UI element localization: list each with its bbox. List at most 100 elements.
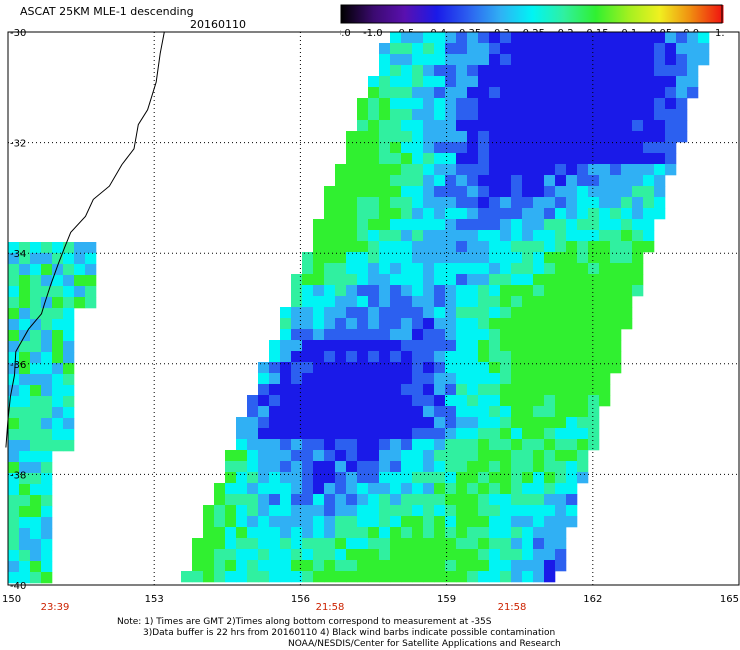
swath-cell [676, 131, 688, 143]
swath-cell [225, 549, 237, 561]
swath-cell [555, 186, 567, 198]
swath-cell [445, 362, 457, 374]
swath-cell [533, 395, 545, 407]
swath-cell [522, 461, 534, 473]
swath-cell [434, 483, 446, 495]
swath-cell [467, 131, 479, 143]
swath-cell [335, 428, 347, 440]
swath-cell [500, 98, 512, 110]
swath-cell [566, 153, 578, 165]
swath-cell [423, 98, 435, 110]
swath-cell [390, 252, 402, 264]
swath-cell [423, 417, 435, 429]
swath-cell [313, 307, 325, 319]
swath-cell [511, 131, 523, 143]
swath-cell [566, 406, 578, 418]
swath-cell [522, 439, 534, 451]
swath-cell [478, 549, 490, 561]
swath-cell [445, 417, 457, 429]
swath-cell [280, 571, 292, 583]
swath-cell [379, 285, 391, 297]
swath-cell [280, 329, 292, 341]
swath-cell [52, 429, 64, 441]
swath-cell [500, 285, 512, 297]
swath-cell [632, 153, 644, 165]
swath-cell [302, 307, 314, 319]
swath-cell [357, 208, 369, 220]
swath-cell [621, 142, 633, 154]
swath-cell [357, 98, 369, 110]
swath-cell [423, 263, 435, 275]
swath-cell [280, 494, 292, 506]
swath-cell [8, 484, 20, 496]
swath-cell [610, 109, 622, 121]
swath-cell [434, 109, 446, 121]
swath-cell [434, 76, 446, 88]
swath-cell [280, 340, 292, 352]
swath-cell [555, 472, 567, 484]
swath-cell [533, 428, 545, 440]
swath-cell [401, 241, 413, 253]
swath-cell [236, 494, 248, 506]
swath-cell [41, 330, 53, 342]
swath-cell [445, 340, 457, 352]
swath-cell [489, 296, 501, 308]
swath-cell [456, 329, 468, 341]
swath-cell [522, 560, 534, 572]
swath-cell [368, 329, 380, 341]
swath-cell [269, 549, 281, 561]
swath-cell [643, 230, 655, 242]
swath-cell [247, 516, 259, 528]
swath-cell [555, 527, 567, 539]
swath-cell [291, 274, 303, 286]
swath-cell [489, 472, 501, 484]
swath-cell [544, 307, 556, 319]
swath-cell [379, 516, 391, 528]
swath-cell [368, 208, 380, 220]
swath-cell [632, 197, 644, 209]
swath-cell [41, 374, 53, 386]
swath-cell [302, 527, 314, 539]
swath-cell [555, 263, 567, 275]
swath-cell [412, 494, 424, 506]
swath-cell [632, 54, 644, 66]
swath-cell [401, 109, 413, 121]
swath-cell [357, 285, 369, 297]
swath-cell [8, 506, 20, 518]
swath-cell [357, 164, 369, 176]
swath-cell [335, 516, 347, 528]
swath-cell [467, 406, 479, 418]
swath-cell [181, 571, 193, 583]
swath-cell [291, 549, 303, 561]
swath-cell [643, 32, 655, 44]
swath-cell [368, 538, 380, 550]
swath-cell [577, 406, 589, 418]
swath-cell [291, 571, 303, 583]
swath-cell [19, 473, 31, 485]
swath-cell [390, 296, 402, 308]
swath-cell [412, 109, 424, 121]
swath-cell [599, 395, 611, 407]
swath-cell [522, 186, 534, 198]
swath-cell [456, 450, 468, 462]
swath-cell [566, 417, 578, 429]
swath-cell [335, 285, 347, 297]
swath-cell [522, 428, 534, 440]
swath-cell [434, 560, 446, 572]
swath-cell [577, 318, 589, 330]
swath-cell [467, 329, 479, 341]
swath-cell [346, 318, 358, 330]
swath-cell [302, 439, 314, 451]
swath-cell [599, 197, 611, 209]
swath-cell [346, 538, 358, 550]
swath-cell [456, 219, 468, 231]
swath-cell [544, 76, 556, 88]
swath-cell [41, 363, 53, 375]
swath-cell [379, 120, 391, 132]
swath-cell [368, 307, 380, 319]
swath-cell [324, 560, 336, 572]
colorbar-segment [436, 5, 469, 23]
swath-cell [390, 131, 402, 143]
swath-cell [533, 560, 545, 572]
swath-cell [423, 560, 435, 572]
